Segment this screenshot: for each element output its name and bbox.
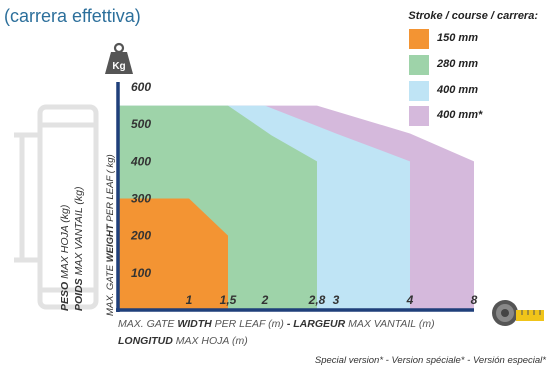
x-tick-labels: 1 1,5 2 2,8 3 4 8 bbox=[186, 293, 478, 307]
legend-swatch-400mm bbox=[409, 81, 429, 101]
legend-item-400mm: 400 mm bbox=[409, 81, 543, 101]
y-axis-label-line-3: MAX. GATE WEIGHT PER LEAF ( kg) bbox=[105, 154, 116, 316]
y-tick-labels: 100 200 300 400 500 600 bbox=[130, 80, 151, 280]
gate-illustration bbox=[14, 104, 99, 310]
x-tick-label: 3 bbox=[333, 293, 340, 307]
x-tick-label: 4 bbox=[406, 293, 414, 307]
legend-item-400mm-special: 400 mm* bbox=[409, 106, 543, 126]
legend-swatch-400mm-special bbox=[409, 106, 429, 126]
x-tick-label: 2,8 bbox=[308, 293, 326, 307]
y-tick-label: 500 bbox=[131, 117, 151, 131]
legend-label-280mm: 280 mm bbox=[437, 58, 478, 70]
x-tick-label: 2 bbox=[261, 293, 269, 307]
measuring-tape-icon bbox=[492, 300, 544, 326]
weight-icon: Kg bbox=[105, 42, 133, 74]
y-tick-label: 600 bbox=[131, 80, 151, 94]
x-tick-label: 1,5 bbox=[220, 293, 237, 307]
chart-header-title: (carrera effettiva) bbox=[4, 6, 141, 26]
y-tick-label: 100 bbox=[131, 266, 151, 280]
special-version-footnote: Special version* - Version spéciale* - V… bbox=[314, 355, 546, 366]
x-axis-label-line-1: MAX. GATE WIDTH PER LEAF (m) - LARGEUR M… bbox=[118, 318, 435, 330]
legend-item-280mm: 280 mm bbox=[409, 55, 543, 75]
y-tick-label: 300 bbox=[131, 192, 151, 206]
area-series-4 bbox=[118, 198, 228, 310]
x-tick-label: 8 bbox=[471, 293, 478, 307]
x-axis-label-line-2: LONGITUD MAX HOJA (m) bbox=[118, 335, 248, 347]
legend-swatch-280mm bbox=[409, 55, 429, 75]
x-tick-label: 1 bbox=[186, 293, 193, 307]
y-axis-label-line-1: PESO MAX HOJA (kg) bbox=[59, 204, 71, 311]
legend-title: Stroke / course / carrera: bbox=[408, 10, 538, 22]
legend-swatch-150mm bbox=[409, 29, 429, 49]
legend-label-400mm-special: 400 mm* bbox=[437, 109, 483, 121]
chart-areas bbox=[118, 105, 474, 310]
legend-label-150mm: 150 mm bbox=[437, 32, 478, 44]
weight-icon-label: Kg bbox=[112, 61, 125, 72]
y-axis-label-line-2: POIDS MAX VANTAIL (kg) bbox=[73, 186, 85, 312]
y-tick-label: 200 bbox=[130, 229, 151, 243]
legend-item-150mm: 150 mm bbox=[409, 29, 543, 49]
y-tick-label: 400 bbox=[130, 154, 151, 168]
legend-label-400mm: 400 mm bbox=[437, 84, 478, 96]
